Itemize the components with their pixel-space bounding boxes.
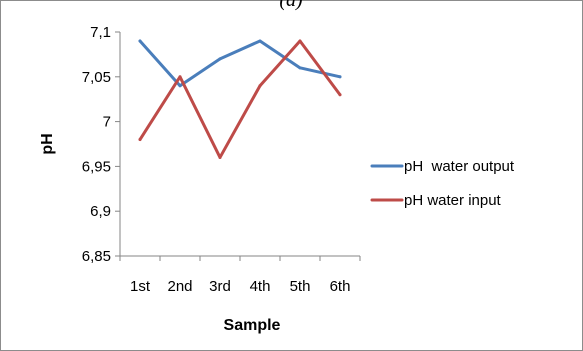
series-1-point (338, 93, 342, 97)
y-tick-label: 6,95 (82, 158, 111, 175)
series-0-point (218, 57, 222, 61)
x-tick-label: 1st (130, 278, 151, 295)
series-0-point (138, 39, 142, 43)
legend: pH water output pH water input (370, 158, 515, 209)
series-1-point (178, 75, 182, 79)
legend-label-0: pH water output (404, 158, 515, 175)
y-tick-label: 6,85 (82, 248, 111, 265)
y-tick-label: 6,9 (90, 203, 111, 220)
series-0-point (178, 84, 182, 88)
panel-label: (a) (279, 0, 303, 11)
y-tick-label: 7 (103, 114, 111, 131)
series-line-0 (138, 39, 342, 88)
y-axis-title: pH (39, 133, 56, 154)
series-1-point (138, 138, 142, 142)
y-tick-label: 7,05 (82, 69, 111, 86)
series-1-point (258, 84, 262, 88)
series-0-point (338, 75, 342, 79)
series-lines (138, 39, 342, 159)
x-tick-label: 5th (290, 278, 311, 295)
x-axis-title: Sample (224, 317, 281, 334)
y-tick-label: 7,1 (90, 24, 111, 41)
series-0-point (298, 66, 302, 70)
series-1-point (298, 39, 302, 43)
y-tick-labels: 7,1 7,05 7 6,95 6,9 6,85 (82, 24, 120, 265)
series-1-point (218, 155, 222, 159)
legend-label-1: pH water input (404, 192, 502, 209)
x-tick-label: 6th (330, 278, 351, 295)
series-0-point (258, 39, 262, 43)
x-tick-label: 3rd (209, 278, 231, 295)
x-tick-labels: 1st 2nd 3rd 4th 5th 6th (119, 256, 361, 295)
series-line-1 (138, 39, 342, 159)
x-tick-label: 2nd (167, 278, 192, 295)
x-tick-label: 4th (250, 278, 271, 295)
